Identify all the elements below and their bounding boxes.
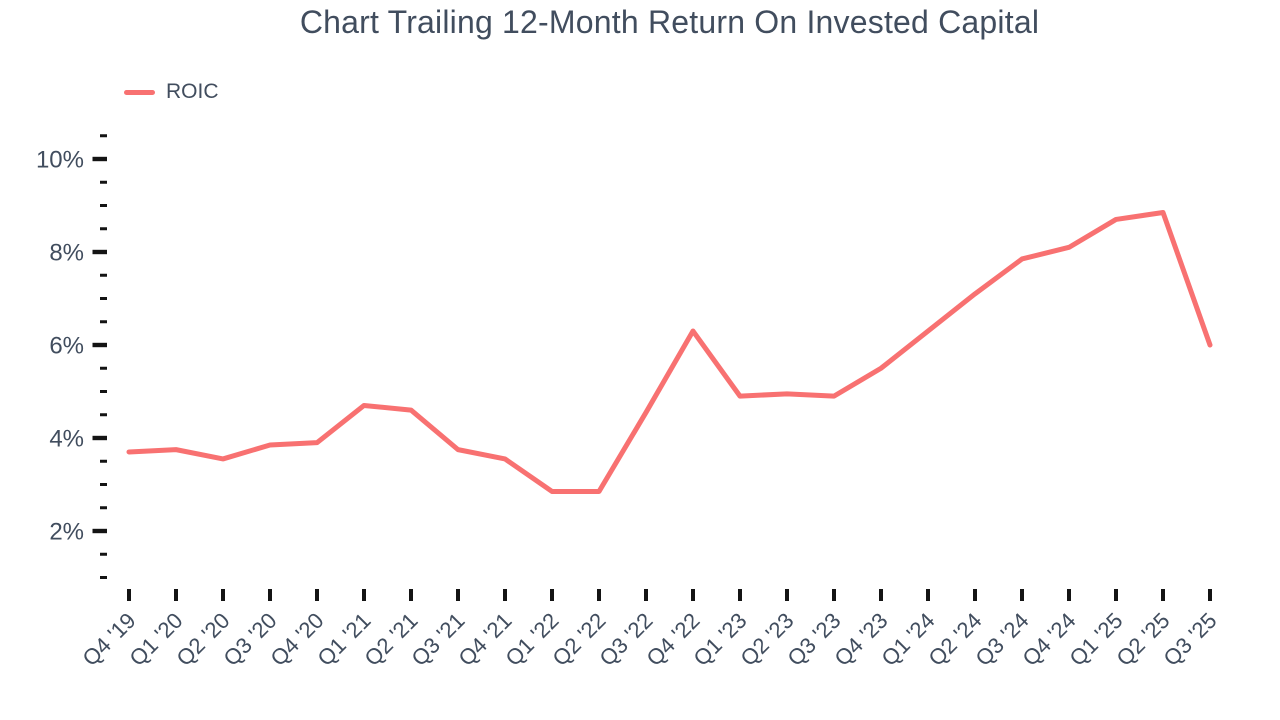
x-tick-label: Q4 '19	[78, 608, 141, 671]
x-tick-label: Q1 '22	[501, 608, 564, 671]
x-tick-label: Q3 '21	[407, 608, 470, 671]
y-tick-label: 2%	[49, 519, 84, 546]
x-tick-label: Q3 '25	[1159, 608, 1222, 671]
x-tick-label: Q1 '24	[877, 608, 940, 671]
x-tick-label: Q2 '24	[924, 608, 987, 671]
x-tick-label: Q2 '23	[736, 608, 799, 671]
x-tick-label: Q2 '22	[548, 608, 611, 671]
x-tick-label: Q4 '21	[454, 608, 517, 671]
y-tick-label: 6%	[49, 333, 84, 360]
x-tick-label: Q4 '23	[830, 608, 893, 671]
x-tick-label: Q3 '20	[219, 608, 282, 671]
x-tick-label: Q2 '20	[172, 608, 235, 671]
x-tick-label: Q2 '21	[360, 608, 423, 671]
x-tick-label: Q1 '21	[313, 608, 376, 671]
chart-title: Chart Trailing 12-Month Return On Invest…	[299, 4, 1040, 40]
x-tick-label: Q4 '20	[266, 608, 329, 671]
x-tick-label: Q4 '22	[642, 608, 705, 671]
x-tick-label: Q3 '23	[783, 608, 846, 671]
legend-line-swatch	[124, 89, 155, 95]
x-tick-label: Q1 '20	[125, 608, 188, 671]
y-tick-label: 4%	[49, 426, 84, 453]
y-tick-label: 8%	[49, 240, 84, 267]
x-tick-label: Q4 '24	[1018, 608, 1081, 671]
x-tick-label: Q3 '22	[595, 608, 658, 671]
x-tick-label: Q2 '25	[1112, 608, 1175, 671]
legend-label: ROIC	[166, 80, 219, 103]
x-tick-label: Q1 '25	[1065, 608, 1128, 671]
y-tick-label: 10%	[36, 147, 84, 174]
legend: ROIC	[124, 80, 219, 103]
x-tick-label: Q1 '23	[689, 608, 752, 671]
roic-series-line	[126, 209, 1213, 494]
x-tick-label: Q3 '24	[971, 608, 1034, 671]
